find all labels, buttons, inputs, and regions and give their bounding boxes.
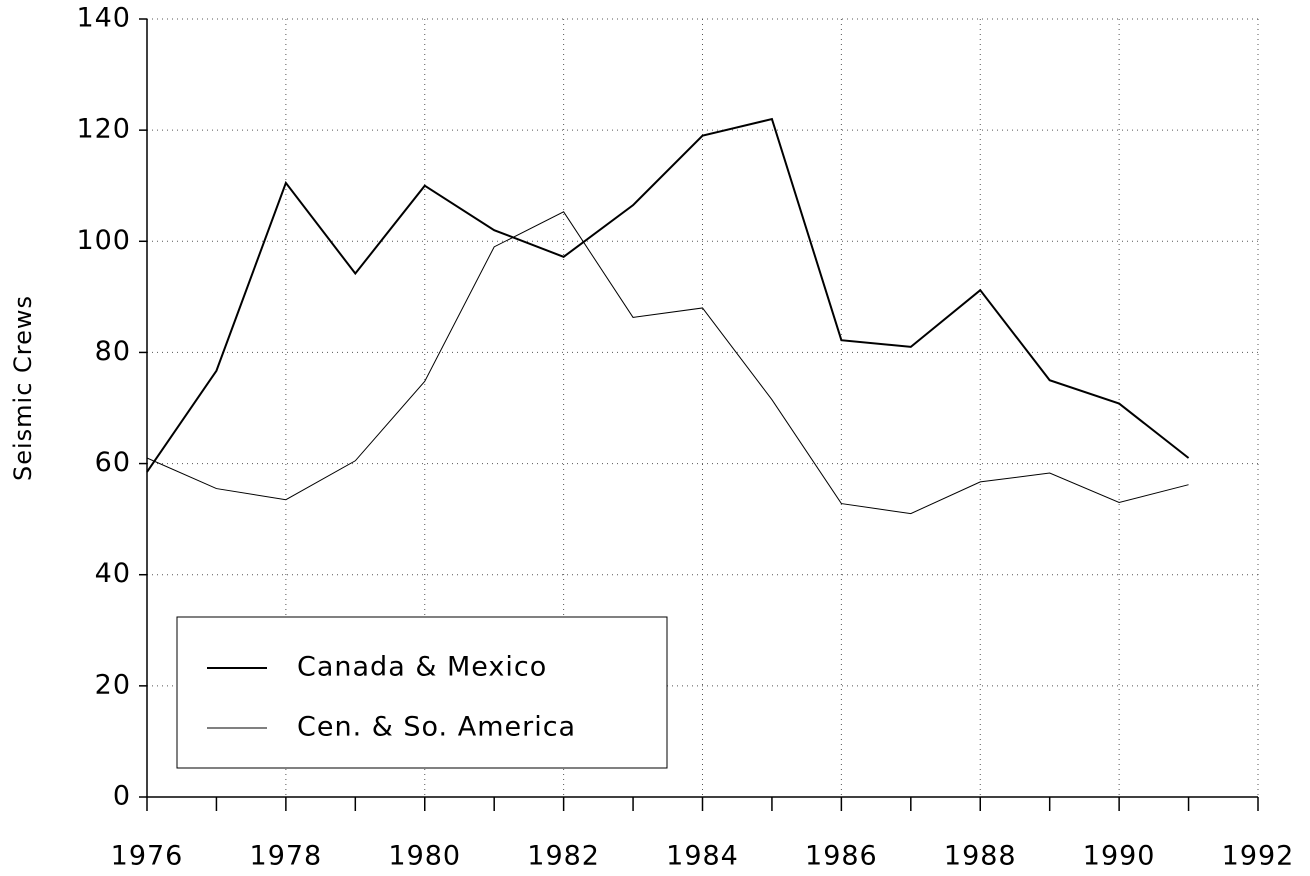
x-tick-label: 1990 [1083,841,1156,872]
x-tick-label: 1980 [388,841,461,872]
x-tick-label: 1976 [111,841,184,872]
y-tick-label: 140 [76,3,131,34]
x-tick-label: 1982 [527,841,600,872]
y-tick-label: 0 [113,781,131,812]
y-tick-label: 60 [95,447,131,478]
x-tick-label: 1992 [1222,841,1295,872]
y-tick-label: 40 [95,558,131,589]
x-tick-label: 1978 [250,841,323,872]
legend-label: Cen. & So. America [297,712,576,743]
legend-label: Canada & Mexico [297,652,547,683]
y-tick-label: 100 [76,225,131,256]
y-tick-label: 20 [95,669,131,700]
y-tick-label: 80 [95,336,131,367]
x-tick-label: 1988 [944,841,1017,872]
data-line [146,117,1190,473]
data-line [146,211,1189,515]
x-tick-label: 1986 [805,841,878,872]
x-tick-label: 1984 [666,841,739,872]
legend-box [176,616,668,769]
y-tick-label: 120 [76,114,131,145]
y-axis-label: Seismic Crews [9,295,37,481]
